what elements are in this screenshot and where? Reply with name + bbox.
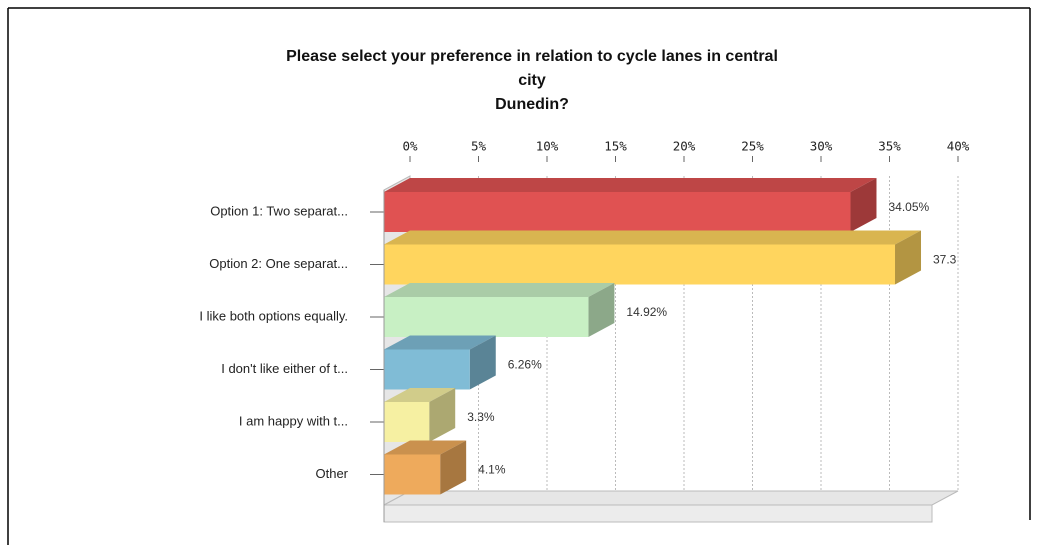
bar-side bbox=[850, 178, 877, 232]
bar-top bbox=[384, 388, 456, 402]
bar-side bbox=[895, 230, 922, 285]
x-tick-label: 35% bbox=[878, 139, 901, 154]
bar bbox=[384, 335, 496, 390]
value-label: 6.26% bbox=[508, 358, 542, 372]
bar-front bbox=[384, 349, 470, 390]
bar-side bbox=[588, 283, 615, 337]
floor bbox=[383, 490, 959, 506]
x-tick-label: 10% bbox=[536, 139, 559, 154]
y-tick-label: Option 2: One separat... bbox=[209, 256, 348, 271]
bar-front bbox=[384, 192, 851, 232]
bar bbox=[384, 388, 456, 442]
value-label: 3.3% bbox=[467, 410, 495, 424]
x-tick-label: 40% bbox=[947, 139, 970, 154]
bar-front bbox=[384, 244, 896, 285]
bar-front bbox=[384, 402, 430, 442]
bar-top bbox=[384, 440, 467, 455]
chart-title: Dunedin? bbox=[495, 96, 569, 113]
bar-side bbox=[440, 440, 467, 495]
bar-top bbox=[384, 230, 922, 245]
bar-front bbox=[384, 454, 441, 495]
bar bbox=[384, 178, 877, 232]
y-tick-label: I don't like either of t... bbox=[221, 361, 348, 376]
value-label: 34.05% bbox=[888, 200, 929, 214]
x-tick-label: 0% bbox=[402, 139, 418, 154]
bar-top bbox=[384, 178, 877, 192]
value-label: 37.3 bbox=[933, 253, 957, 267]
y-tick-label: Other bbox=[315, 466, 348, 481]
bar bbox=[384, 230, 922, 285]
chart-title: city bbox=[518, 72, 546, 89]
bar-front bbox=[384, 297, 589, 337]
chart-title: Please select your preference in relatio… bbox=[286, 48, 778, 65]
bar bbox=[384, 440, 467, 495]
bar-top bbox=[384, 283, 615, 297]
value-label: 14.92% bbox=[626, 305, 667, 319]
bar-side bbox=[469, 335, 496, 390]
floor-front bbox=[383, 504, 933, 523]
bar bbox=[384, 283, 615, 337]
y-tick-label: I like both options equally. bbox=[199, 308, 348, 323]
bar-top bbox=[384, 335, 496, 350]
x-tick-label: 5% bbox=[471, 139, 487, 154]
y-tick-label: Option 1: Two separat... bbox=[210, 203, 348, 218]
x-tick-label: 20% bbox=[673, 139, 696, 154]
y-tick-label: I am happy with t... bbox=[239, 413, 348, 428]
x-tick-label: 25% bbox=[741, 139, 764, 154]
x-tick-label: 15% bbox=[604, 139, 627, 154]
value-label: 4.1% bbox=[478, 463, 506, 477]
bar-side bbox=[429, 388, 456, 442]
x-tick-label: 30% bbox=[810, 139, 833, 154]
